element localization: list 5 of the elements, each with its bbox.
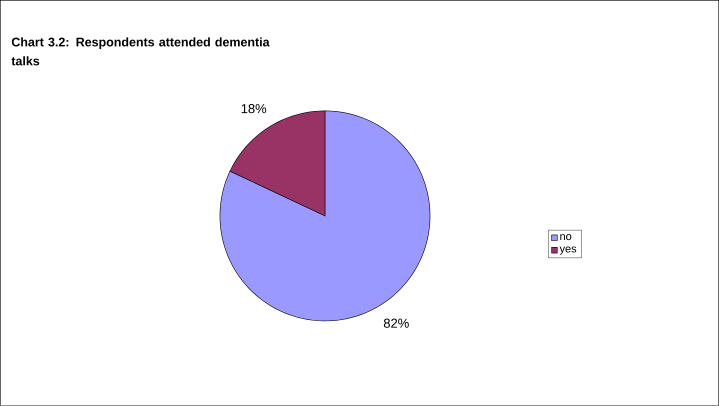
legend-label: yes xyxy=(560,246,576,255)
data-label: 82% xyxy=(384,318,409,328)
legend-label: no xyxy=(560,234,572,240)
data-label: 18% xyxy=(242,104,266,114)
chart-title: Chart 3.2: Respondents attended dementia talks xyxy=(11,37,270,66)
